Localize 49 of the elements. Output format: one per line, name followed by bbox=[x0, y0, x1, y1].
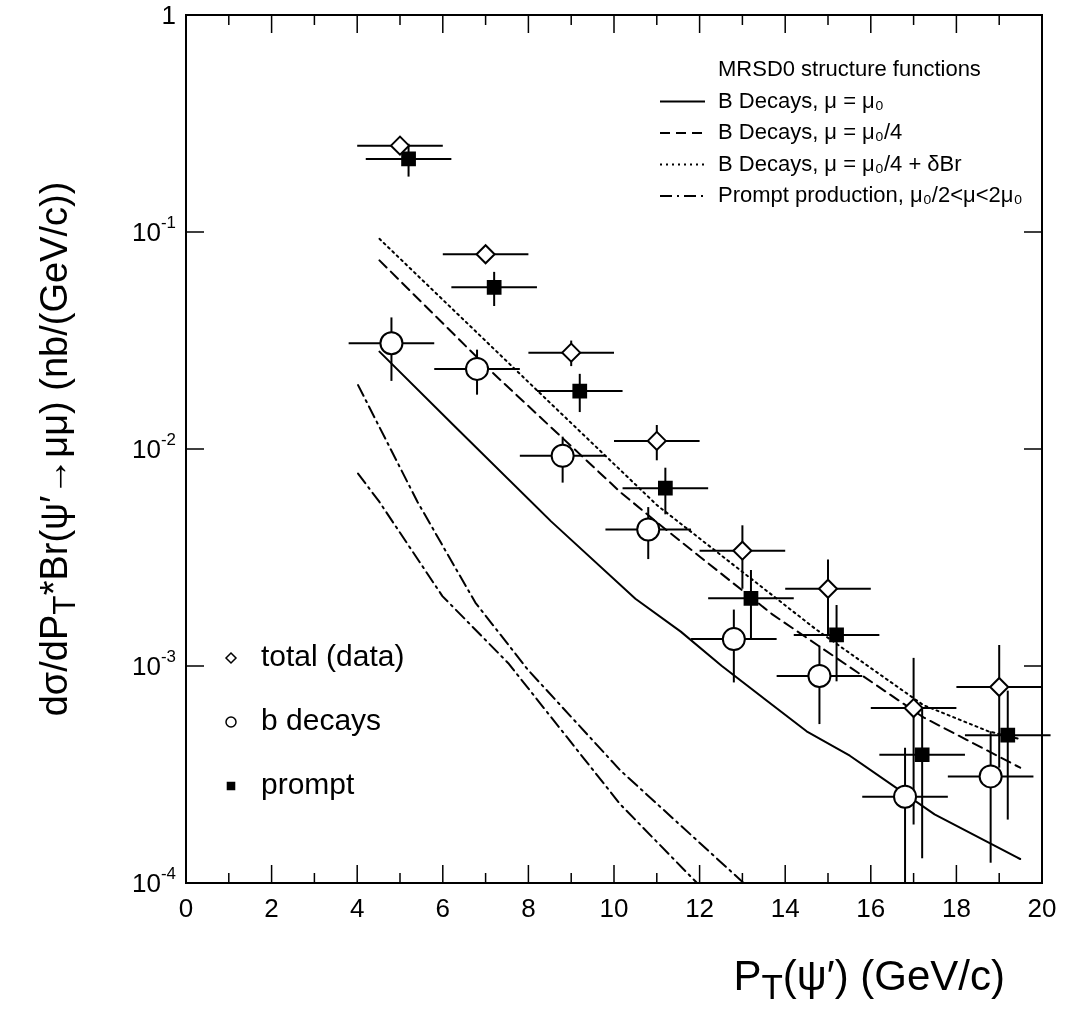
legend-label: prompt bbox=[261, 767, 356, 801]
point bbox=[1000, 727, 1016, 743]
point bbox=[646, 430, 667, 451]
point bbox=[732, 540, 753, 561]
point bbox=[818, 578, 838, 599]
x-tick-label: 8 bbox=[521, 893, 536, 923]
x-tick-label: 20 bbox=[1027, 893, 1057, 923]
point bbox=[914, 747, 930, 763]
legend-label: total (data) bbox=[261, 639, 405, 673]
x-tick-label: 14 bbox=[770, 893, 800, 923]
y-tick-label: 10$^{-2}$ bbox=[132, 430, 176, 464]
point bbox=[743, 590, 759, 606]
point bbox=[486, 279, 502, 295]
point bbox=[903, 698, 924, 719]
x-tick-label: 10 bbox=[599, 893, 629, 923]
legend-label: b decays bbox=[261, 703, 382, 737]
x-axis-title: P$_{T}$(ψ′) (GeV/c) bbox=[733, 952, 1005, 1007]
point bbox=[658, 480, 673, 496]
x-tick-label: 4 bbox=[349, 893, 365, 923]
point bbox=[989, 677, 1010, 698]
point bbox=[465, 356, 490, 381]
legend-label: B Decays, μ = μ₀/4 bbox=[718, 119, 903, 145]
point bbox=[829, 627, 844, 643]
legend-title: MRSD0 structure functions bbox=[718, 56, 981, 82]
x-tick-label: 12 bbox=[685, 893, 715, 923]
point bbox=[390, 135, 410, 156]
point bbox=[475, 244, 496, 265]
point bbox=[721, 627, 746, 652]
legend-label: B Decays, μ = μ₀ bbox=[718, 87, 884, 113]
legend-label: Prompt production, μ₀/2<μ<2μ₀ bbox=[718, 182, 1023, 208]
x-tick-label: 18 bbox=[941, 893, 971, 923]
point bbox=[978, 764, 1003, 789]
point bbox=[572, 383, 588, 399]
point bbox=[893, 784, 918, 809]
point bbox=[379, 331, 404, 356]
point bbox=[401, 151, 416, 167]
point bbox=[807, 663, 832, 688]
legend-label: B Decays, μ = μ₀/4 + δBr bbox=[718, 150, 962, 176]
y-tick-label: 10$^{-1}$ bbox=[132, 213, 176, 247]
point bbox=[636, 517, 661, 542]
x-tick-label: 0 bbox=[178, 893, 194, 923]
y-tick-label: 10$^{-4}$ bbox=[132, 864, 176, 898]
point bbox=[550, 443, 575, 468]
point bbox=[561, 342, 582, 363]
x-tick-label: 16 bbox=[856, 893, 886, 923]
x-tick-label: 2 bbox=[264, 893, 279, 923]
y-tick-label: 10$^{-3}$ bbox=[132, 647, 176, 681]
x-tick-label: 6 bbox=[435, 893, 451, 923]
y-tick-label: 1 bbox=[161, 0, 176, 30]
